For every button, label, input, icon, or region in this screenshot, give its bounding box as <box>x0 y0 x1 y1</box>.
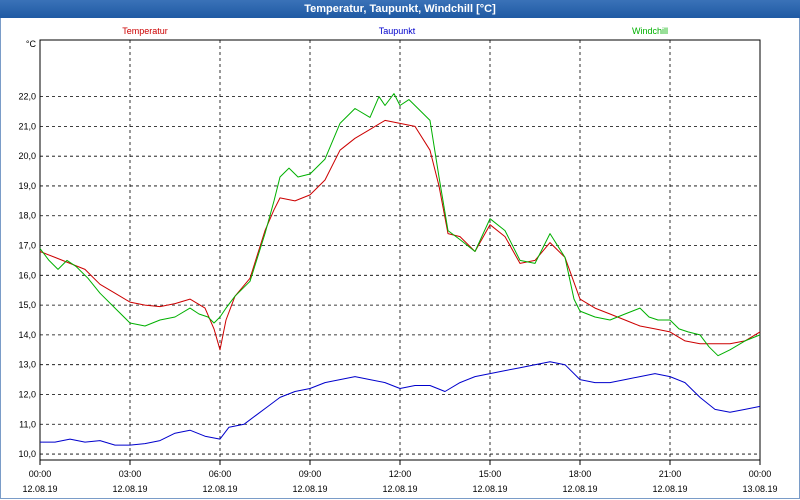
x-tick-date: 12.08.19 <box>652 484 687 494</box>
x-tick-date: 13.08.19 <box>742 484 777 494</box>
x-tick-time: 00:00 <box>749 469 772 479</box>
x-tick-time: 03:00 <box>119 469 142 479</box>
y-tick-label: 13,0 <box>18 360 36 370</box>
x-tick-date: 12.08.19 <box>292 484 327 494</box>
x-tick-time: 12:00 <box>389 469 412 479</box>
y-tick-label: 11,0 <box>19 419 36 429</box>
legend-temperatur: Temperatur <box>122 26 168 36</box>
x-tick-date: 12.08.19 <box>112 484 147 494</box>
y-tick-label: 18,0 <box>18 211 36 221</box>
x-tick-time: 00:00 <box>29 469 52 479</box>
x-tick-date: 12.08.19 <box>472 484 507 494</box>
y-tick-label: 16,0 <box>18 270 36 280</box>
y-axis-unit: °C <box>26 39 37 49</box>
y-tick-label: 12,0 <box>18 389 36 399</box>
x-tick-date: 12.08.19 <box>202 484 237 494</box>
legend-taupunkt: Taupunkt <box>379 26 416 36</box>
x-tick-time: 18:00 <box>569 469 592 479</box>
x-tick-date: 12.08.19 <box>382 484 417 494</box>
x-tick-date: 12.08.19 <box>22 484 57 494</box>
series-line-temperatur <box>39 119 761 351</box>
series-line-taupunkt <box>40 361 761 446</box>
y-tick-label: 21,0 <box>18 121 36 131</box>
x-tick-time: 06:00 <box>209 469 232 479</box>
x-tick-time: 15:00 <box>479 469 502 479</box>
y-tick-label: 10,0 <box>18 449 36 459</box>
y-tick-label: 17,0 <box>18 241 36 251</box>
y-tick-label: 14,0 <box>18 330 36 340</box>
y-tick-label: 20,0 <box>18 151 36 161</box>
window-title: Temperatur, Taupunkt, Windchill [°C] <box>0 0 800 18</box>
x-tick-time: 09:00 <box>299 469 322 479</box>
y-tick-label: 15,0 <box>18 300 36 310</box>
y-tick-label: 22,0 <box>18 92 36 102</box>
y-tick-label: 19,0 <box>18 181 36 191</box>
x-tick-date: 12.08.19 <box>562 484 597 494</box>
series-line-windchill <box>39 93 761 357</box>
x-tick-time: 21:00 <box>659 469 682 479</box>
legend-windchill: Windchill <box>632 26 668 36</box>
